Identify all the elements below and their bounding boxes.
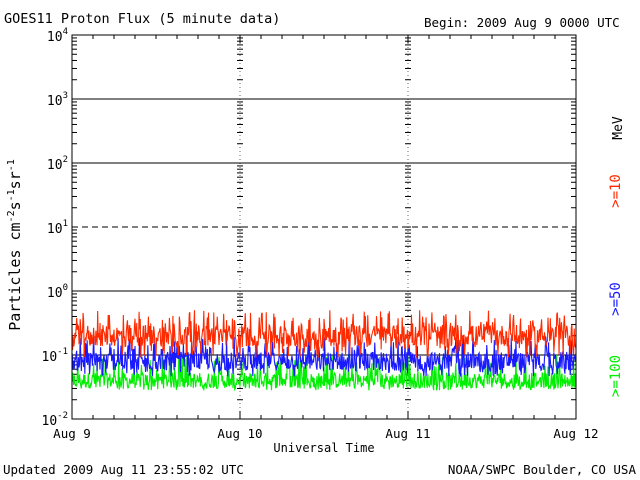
x-tick-label: Aug 12 <box>553 426 598 441</box>
y-tick-labels: 10-2 10-1 100 101 102 103 104 <box>42 27 69 429</box>
y-tick-label: 102 <box>47 155 68 173</box>
legend-unit: MeV <box>611 116 626 140</box>
begin-time: Begin: 2009 Aug 9 0000 UTC <box>424 15 620 30</box>
updated-time: Updated 2009 Aug 11 23:55:02 UTC <box>3 462 244 477</box>
plot-grid <box>71 35 577 420</box>
data-series <box>71 310 577 392</box>
y-tick-label: 10-2 <box>42 411 69 429</box>
series-line <box>71 335 577 377</box>
x-axis-label: Universal Time <box>273 441 374 455</box>
legend-entry: >=10 <box>608 174 624 208</box>
y-tick-label: 104 <box>47 27 68 45</box>
plot-frame <box>71 34 577 420</box>
y-tick-label: 103 <box>47 91 68 109</box>
x-tick-label: Aug 9 <box>53 426 91 441</box>
chart-title: GOES11 Proton Flux (5 minute data) <box>4 11 280 27</box>
source-credit: NOAA/SWPC Boulder, CO USA <box>448 462 637 477</box>
x-tick-label: Aug 10 <box>217 426 262 441</box>
legend-entry: >=100 <box>608 355 624 397</box>
y-tick-label: 100 <box>47 283 68 301</box>
series-line <box>71 310 577 358</box>
legend-entry: >=50 <box>608 282 624 316</box>
y-tick-label: 10-1 <box>42 347 69 365</box>
x-tick-labels: Aug 9 Aug 10 Aug 11 Aug 12 <box>53 426 598 441</box>
legend: >=10 >=50 >=100 MeV <box>608 116 626 397</box>
x-tick-label: Aug 11 <box>385 426 430 441</box>
y-axis-label: Particles cm-2s-1sr-1 <box>6 159 24 331</box>
y-tick-label: 101 <box>47 219 68 237</box>
